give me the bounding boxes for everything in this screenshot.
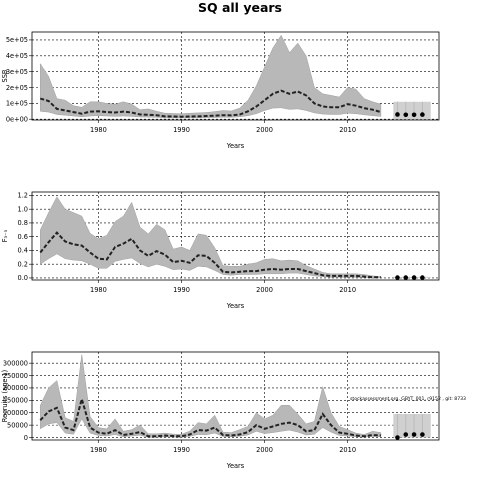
y-tick-label: 4e+05 (6, 52, 28, 60)
x-tick-label: 1980 (90, 286, 107, 294)
y-tick-label: 250000 (3, 372, 28, 380)
projection-point (420, 112, 425, 117)
plot-frame (31, 351, 440, 441)
y-tick-label: 50000 (7, 421, 28, 429)
x-axis-label: Years (226, 142, 245, 150)
x-tick-label: 2010 (339, 286, 356, 294)
y-axis-label: Recruits (age 1) (1, 370, 9, 423)
x-tick-label: 2000 (256, 126, 273, 134)
y-tick-label: 1e+05 (6, 100, 28, 108)
y-tick-label: 0.2 (18, 260, 29, 268)
chart-title: SQ all years (198, 0, 282, 15)
x-axis-label: Years (226, 302, 245, 310)
projection-point (395, 112, 400, 117)
y-tick-label: 0.4 (18, 247, 29, 255)
y-tick-label: 200000 (3, 384, 28, 392)
confidence-band (40, 34, 382, 119)
estimate-line (39, 231, 381, 279)
y-tick-label: 0e+00 (6, 116, 28, 124)
x-tick-label: 2000 (256, 446, 273, 454)
y-axis-label: SSB (1, 69, 9, 82)
projection-point (403, 275, 409, 280)
y-tick-label: 2e+05 (6, 84, 28, 92)
projection-point (395, 275, 400, 280)
estimate-line (39, 395, 381, 438)
projection-point (411, 112, 417, 118)
y-tick-label: 5e+05 (6, 36, 28, 44)
y-tick-label: 0 (24, 434, 28, 442)
y-tick-label: 1.2 (18, 192, 29, 200)
panel-3: 1980 1990 2000 2010 0 50000 100000 150000 200000… (1, 351, 466, 470)
plot-frame (31, 31, 440, 121)
y-axis-label: F₃₋₅ (1, 229, 9, 242)
x-tick-label: 1980 (90, 126, 107, 134)
y-tick-label: 150000 (3, 397, 28, 405)
y-tick-label: 0.8 (18, 219, 29, 227)
projection-point (420, 275, 425, 280)
projection-band (393, 101, 431, 120)
panel-2: 1980 1990 2000 2010 0.0 0.2 0.4 0.6 0.8 1.0 1.2 Yea… (1, 191, 440, 310)
projection-point (420, 432, 425, 437)
plot-frame (31, 191, 440, 281)
watermark-note: stockassessment.org, GBYT_001, r9152 , g… (350, 396, 466, 402)
x-tick-label: 1990 (173, 446, 190, 454)
x-tick-label: 2000 (256, 286, 273, 294)
y-tick-label: 300000 (3, 359, 28, 367)
x-axis-label: Years (226, 462, 245, 470)
y-tick-label: 100000 (3, 409, 28, 417)
x-tick-label: 1980 (90, 446, 107, 454)
x-tick-label: 1990 (173, 126, 190, 134)
panel-1: 1980 1990 2000 2010 0e+00 1e+05 2e+05 3e+05 4e+0… (1, 31, 440, 150)
estimate-line (40, 89, 382, 118)
projection-point (411, 275, 417, 280)
y-tick-label: 1.0 (18, 205, 29, 213)
x-tick-label: 1990 (173, 286, 190, 294)
projection-point (395, 435, 400, 440)
projection-band (393, 413, 431, 438)
projection-point (411, 432, 417, 437)
x-tick-label: 2010 (339, 446, 356, 454)
y-tick-label: 0.0 (18, 274, 29, 282)
y-tick-label: 3e+05 (6, 68, 28, 76)
y-tick-label: 0.6 (18, 233, 29, 241)
x-tick-label: 2010 (339, 126, 356, 134)
projection-point (403, 112, 409, 118)
projection-point (403, 432, 409, 437)
